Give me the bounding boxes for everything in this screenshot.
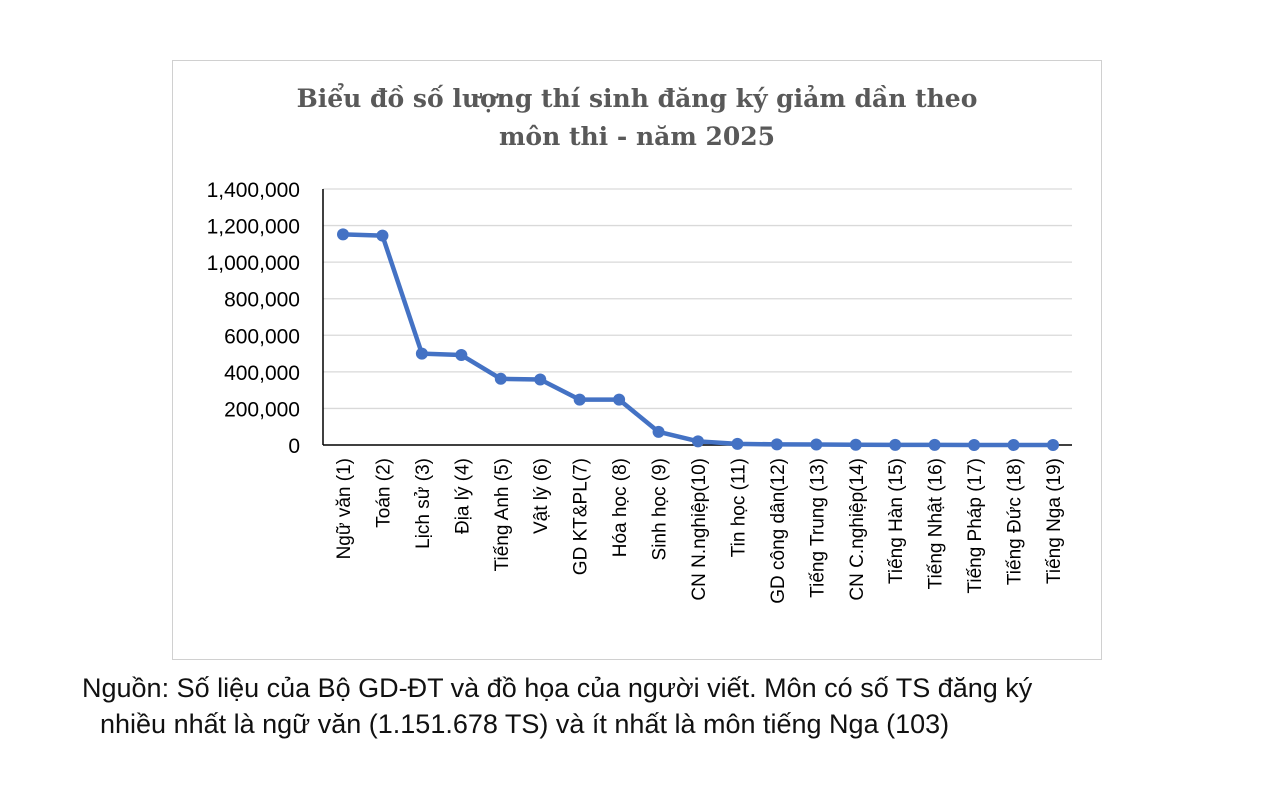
x-tick-label: Lịch sử (3) [413, 458, 434, 549]
caption-line-1: Nguồn: Số liệu của Bộ GD-ĐT và đồ họa củ… [82, 673, 1033, 703]
caption-line-2: nhiều nhất là ngữ văn (1.151.678 TS) và … [100, 709, 950, 739]
x-tick-label: GD KT&PL(7) [571, 458, 592, 575]
y-tick-label: 1,200,000 [207, 216, 300, 239]
y-axis-tick-labels: 1,400,000 1,200,000 1,000,000 800,000 600,00… [207, 179, 300, 458]
x-tick-label: Ngữ văn (1) [334, 458, 355, 559]
x-axis-category-labels: Ngữ văn (1) Toán (2) Lịch sử (3) Địa lý (4)… [334, 458, 1065, 604]
data-point [613, 393, 626, 406]
y-tick-label: 400,000 [224, 362, 300, 385]
data-point [652, 425, 665, 438]
data-point [455, 349, 468, 362]
x-tick-label: Tin học (11) [728, 458, 749, 557]
x-tick-label: Hóa học (8) [610, 458, 631, 557]
x-tick-label: CN N.nghiệp(10) [689, 458, 710, 601]
data-point [889, 438, 902, 451]
data-point [810, 438, 823, 451]
data-point [968, 438, 981, 451]
data-point [534, 373, 547, 386]
data-point [731, 437, 744, 450]
x-tick-label: Vật lý (6) [531, 458, 552, 534]
data-point [1007, 438, 1020, 451]
data-point [1047, 438, 1059, 451]
x-tick-label: CN C.nghiệp(14) [847, 458, 868, 601]
x-tick-label: Tiếng Nga (19) [1044, 458, 1065, 584]
data-point [770, 438, 783, 451]
data-point [928, 438, 941, 451]
x-tick-label: Tiếng Anh (5) [492, 458, 513, 571]
chart-title: Biểu đồ số lượng thí sinh đăng ký giảm d… [172, 80, 1102, 156]
y-tick-label: 600,000 [224, 325, 300, 348]
x-tick-label: Địa lý (4) [452, 458, 473, 534]
x-tick-label: Sinh học (9) [650, 458, 671, 560]
x-tick-label: GD công dân(12) [768, 458, 789, 604]
series-registrations [337, 228, 1059, 451]
data-point [337, 228, 349, 241]
y-tick-label: 1,400,000 [207, 179, 300, 202]
y-tick-label: 800,000 [224, 289, 300, 312]
x-tick-label: Tiếng Hàn (15) [886, 458, 907, 584]
x-tick-label: Tiếng Đức (18) [1005, 458, 1026, 585]
x-tick-label: Tiếng Trung (13) [807, 458, 828, 598]
chart-frame [172, 60, 1102, 660]
source-caption: Nguồn: Số liệu của Bộ GD-ĐT và đồ họa củ… [82, 670, 1232, 742]
x-tick-label: Toán (2) [373, 458, 394, 528]
data-point [376, 229, 389, 242]
data-point [415, 347, 428, 360]
chart-title-line-1: Biểu đồ số lượng thí sinh đăng ký giảm d… [296, 84, 978, 113]
y-tick-label: 0 [288, 435, 300, 458]
data-point [573, 393, 586, 406]
data-point [849, 438, 862, 451]
data-point [692, 435, 704, 448]
x-tick-label: Tiếng Nhật (16) [926, 458, 947, 589]
y-tick-label: 200,000 [224, 398, 300, 421]
y-tick-label: 1,000,000 [207, 252, 300, 275]
x-tick-label: Tiếng Pháp (17) [965, 458, 986, 594]
chart-title-line-2: môn thi - năm 2025 [498, 122, 776, 151]
gridlines [322, 188, 1072, 446]
series-line [342, 232, 1054, 448]
data-point [494, 372, 507, 385]
